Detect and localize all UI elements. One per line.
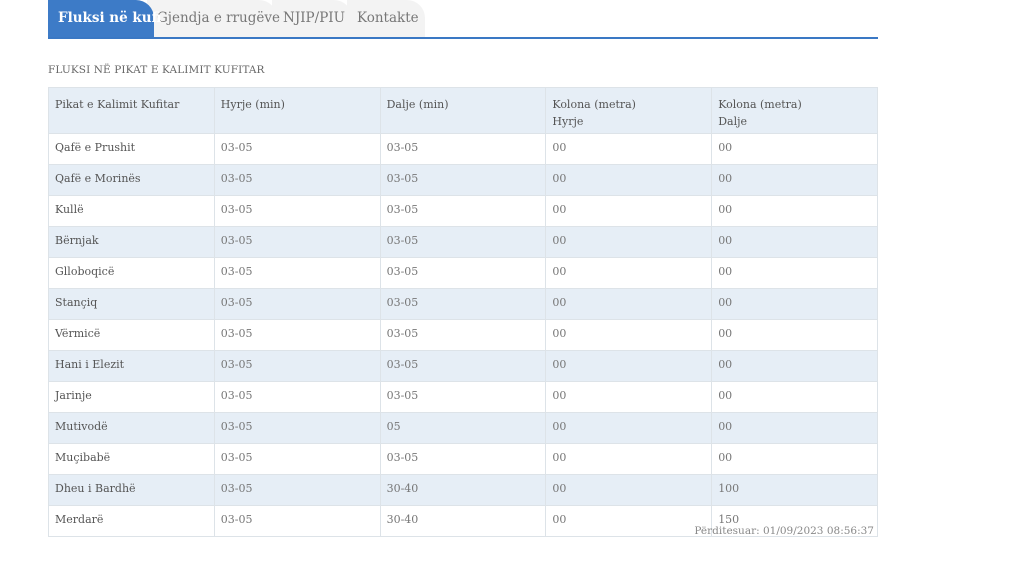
cell-exit: 03-05 (379, 133, 547, 165)
tab-njip-piu[interactable]: NJIP/PIU (272, 0, 352, 37)
cell-exit: 03-05 (379, 226, 547, 258)
cell-queue-exit: 00 (711, 443, 878, 475)
header-queue-exit: Kolona (metra) Dalje (711, 87, 878, 134)
cell-name: Hani i Elezit (48, 350, 215, 382)
cell-name: Qafë e Prushit (48, 133, 215, 165)
tab-bar: Fluksi në kufi Gjendja e rrugëve NJIP/PI… (48, 0, 878, 39)
cell-entry: 03-05 (213, 257, 381, 289)
cell-queue-exit: 00 (711, 319, 878, 351)
cell-queue-entry: 00 (545, 350, 713, 382)
cell-queue-entry: 00 (545, 505, 713, 537)
cell-entry: 03-05 (213, 412, 381, 444)
cell-queue-entry: 00 (545, 381, 713, 413)
cell-queue-entry: 00 (545, 474, 713, 506)
table-row: Qafë e Prushit 03-05 03-05 00 00 (48, 133, 878, 165)
cell-exit: 03-05 (379, 443, 547, 475)
header-crossing-point: Pikat e Kalimit Kufitar (48, 87, 215, 134)
table-row: Jarinje 03-05 03-05 00 00 (48, 381, 878, 413)
cell-name: Vërmicë (48, 319, 215, 351)
table-row: Mutivodë 03-05 05 00 00 (48, 412, 878, 444)
table-row: Hani i Elezit 03-05 03-05 00 00 (48, 350, 878, 382)
cell-exit: 03-05 (379, 257, 547, 289)
cell-queue-exit: 00 (711, 381, 878, 413)
cell-name: Bërnjak (48, 226, 215, 258)
cell-exit: 03-05 (379, 381, 547, 413)
cell-queue-exit: 00 (711, 164, 878, 196)
cell-entry: 03-05 (213, 288, 381, 320)
cell-entry: 03-05 (213, 381, 381, 413)
cell-queue-exit: 00 (711, 257, 878, 289)
cell-exit: 03-05 (379, 350, 547, 382)
cell-entry: 03-05 (213, 319, 381, 351)
cell-queue-entry: 00 (545, 319, 713, 351)
cell-name: Jarinje (48, 381, 215, 413)
cell-exit: 30-40 (379, 505, 547, 537)
cell-name: Qafë e Morinës (48, 164, 215, 196)
cell-entry: 03-05 (213, 474, 381, 506)
tab-fluksi-ne-kufi[interactable]: Fluksi në kufi (48, 0, 161, 37)
cell-entry: 03-05 (213, 133, 381, 165)
cell-exit: 03-05 (379, 164, 547, 196)
cell-exit: 03-05 (379, 319, 547, 351)
cell-exit: 03-05 (379, 288, 547, 320)
table-row: Dheu i Bardhë 03-05 30-40 00 100 (48, 474, 878, 506)
last-updated-text: Përditesuar: 01/09/2023 08:56:37 (694, 525, 874, 537)
cell-queue-exit: 00 (711, 412, 878, 444)
table-body: Qafë e Prushit 03-05 03-05 00 00 Qafë e Morin… (48, 133, 878, 537)
table-row: Vërmicë 03-05 03-05 00 00 (48, 319, 878, 351)
cell-name: Muçibabë (48, 443, 215, 475)
cell-queue-exit: 150 (711, 505, 878, 537)
cell-queue-exit: 00 (711, 226, 878, 258)
tab-kontakte[interactable]: Kontakte (347, 0, 425, 37)
cell-entry: 03-05 (213, 443, 381, 475)
table-row: Kullë 03-05 03-05 00 00 (48, 195, 878, 227)
table-row: Stançiq 03-05 03-05 00 00 (48, 288, 878, 320)
cell-entry: 03-05 (213, 164, 381, 196)
cell-name: Glloboqicë (48, 257, 215, 289)
table-row: Glloboqicë 03-05 03-05 00 00 (48, 257, 878, 289)
cell-queue-entry: 00 (545, 443, 713, 475)
table-row: Qafë e Morinës 03-05 03-05 00 00 (48, 164, 878, 196)
cell-queue-entry: 00 (545, 288, 713, 320)
cell-entry: 03-05 (213, 195, 381, 227)
cell-exit: 03-05 (379, 195, 547, 227)
header-queue-entry: Kolona (metra) Hyrje (545, 87, 713, 134)
cell-name: Dheu i Bardhë (48, 474, 215, 506)
cell-entry: 03-05 (213, 226, 381, 258)
cell-name: Kullë (48, 195, 215, 227)
cell-queue-exit: 00 (711, 350, 878, 382)
table-header-row: Pikat e Kalimit Kufitar Hyrje (min) Dalj… (48, 87, 878, 134)
cell-name: Merdarë (48, 505, 215, 537)
cell-queue-exit: 00 (711, 195, 878, 227)
cell-queue-entry: 00 (545, 412, 713, 444)
cell-exit: 30-40 (379, 474, 547, 506)
cell-entry: 03-05 (213, 505, 381, 537)
border-flux-table: Pikat e Kalimit Kufitar Hyrje (min) Dalj… (48, 87, 878, 537)
cell-name: Mutivodë (48, 412, 215, 444)
cell-exit: 05 (379, 412, 547, 444)
cell-queue-entry: 00 (545, 226, 713, 258)
cell-queue-entry: 00 (545, 164, 713, 196)
tab-gjendja-e-rrugeve[interactable]: Gjendja e rrugëve (147, 0, 280, 37)
cell-queue-exit: 100 (711, 474, 878, 506)
header-exit-min: Dalje (min) (379, 87, 547, 134)
table-row: Muçibabë 03-05 03-05 00 00 (48, 443, 878, 475)
cell-name: Stançiq (48, 288, 215, 320)
cell-queue-entry: 00 (545, 257, 713, 289)
cell-queue-entry: 00 (545, 195, 713, 227)
header-entry-min: Hyrje (min) (213, 87, 381, 134)
cell-entry: 03-05 (213, 350, 381, 382)
table-row: Bërnjak 03-05 03-05 00 00 (48, 226, 878, 258)
table-row: Merdarë 03-05 30-40 00 150 (48, 505, 878, 537)
cell-queue-entry: 00 (545, 133, 713, 165)
section-title: FLUKSI NË PIKAT E KALIMIT KUFITAR (48, 64, 265, 76)
cell-queue-exit: 00 (711, 133, 878, 165)
cell-queue-exit: 00 (711, 288, 878, 320)
